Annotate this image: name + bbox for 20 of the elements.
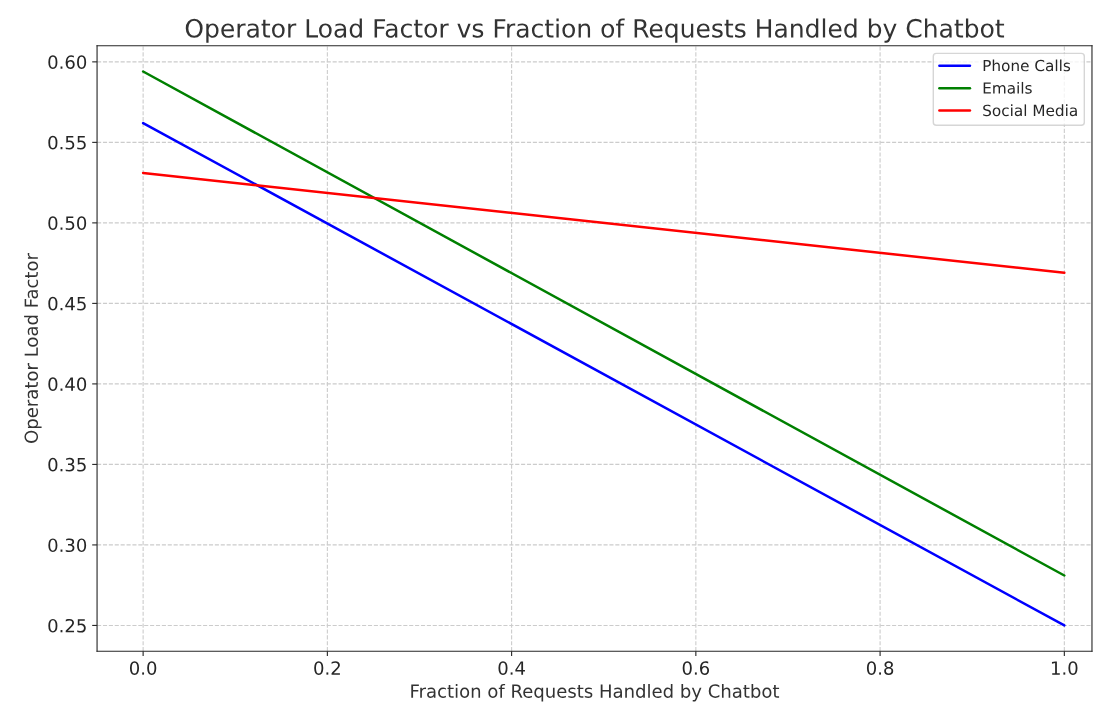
y-tick-label: 0.25 <box>48 618 86 633</box>
y-tick-label: 0.55 <box>48 135 86 150</box>
y-tick-label: 0.60 <box>48 55 87 69</box>
x-tick-label: 0.4 <box>498 661 525 675</box>
y-tick-label: 0.40 <box>48 377 87 392</box>
x-tick-label: 0.8 <box>866 661 894 675</box>
y-axis-title: Operator Load Factor <box>24 253 42 443</box>
legend-label: Social Media <box>983 104 1077 117</box>
x-tick-label: 0.0 <box>129 661 157 675</box>
y-tick-label: 0.30 <box>48 538 87 553</box>
x-axis-title: Fraction of Requests Handled by Chatbot <box>411 683 780 702</box>
x-tick-label: 0.2 <box>314 661 340 675</box>
y-tick-label: 0.50 <box>48 216 87 230</box>
legend-label: Phone Calls <box>983 59 1071 72</box>
chart-title: Operator Load Factor vs Fraction of Requests Handled by Chatbot <box>185 18 1005 43</box>
y-tick-label: 0.35 <box>48 457 86 472</box>
y-tick-label: 0.45 <box>48 296 86 311</box>
x-tick-label: 1.0 <box>1051 661 1078 675</box>
x-tick-label: 0.6 <box>682 661 710 675</box>
legend-label: Emails <box>983 81 1032 94</box>
